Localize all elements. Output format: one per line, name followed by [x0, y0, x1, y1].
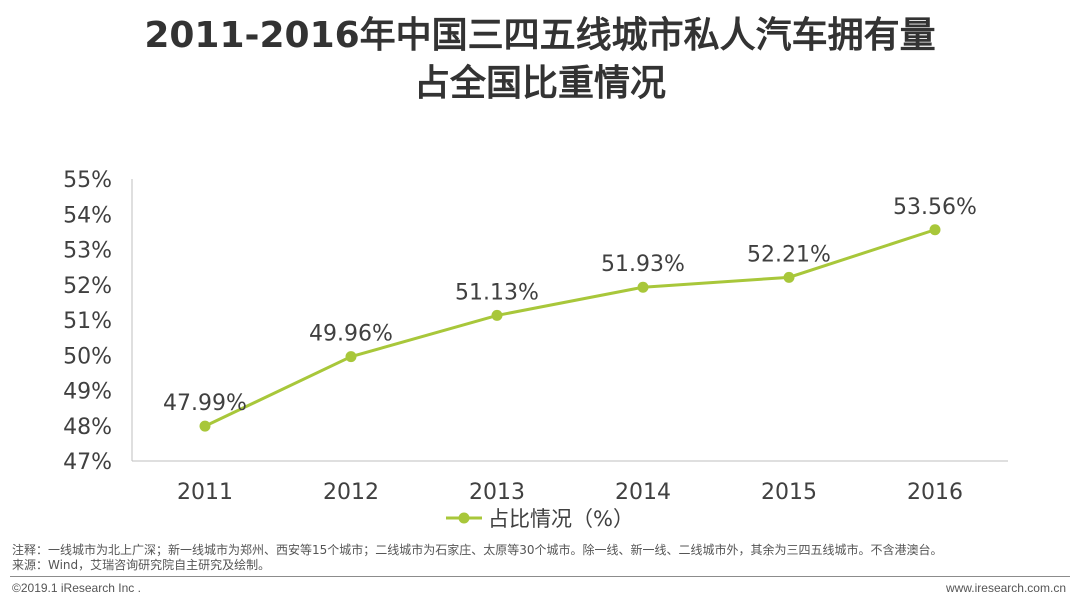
- y-tick-label: 55%: [63, 168, 112, 193]
- line-chart: 47% 48% 49% 50% 51% 52% 53% 54% 55% 2011 2012 2013 2…: [63, 168, 1008, 531]
- data-point: [637, 281, 649, 293]
- data-point: [929, 224, 941, 236]
- y-tick-label: 49%: [63, 380, 112, 405]
- data-label: 52.21%: [747, 242, 831, 267]
- x-tick-label: 2014: [615, 480, 671, 505]
- data-label: 49.96%: [309, 322, 393, 347]
- legend-label: 占比情况（%）: [488, 507, 634, 531]
- chart-title-line2: 占全国比重情况: [413, 63, 666, 104]
- data-point: [491, 309, 503, 321]
- data-label: 51.13%: [455, 280, 539, 305]
- data-label: 53.56%: [893, 195, 977, 220]
- source-note: 来源：Wind，艾瑞咨询研究院自主研究及绘制。: [12, 558, 271, 572]
- y-tick-label: 51%: [63, 309, 112, 334]
- x-tick-label: 2015: [761, 480, 817, 505]
- data-point: [345, 351, 357, 363]
- footer-divider: [10, 576, 1070, 577]
- data-point: [783, 271, 795, 283]
- x-tick-label: 2016: [907, 480, 963, 505]
- y-tick-label: 53%: [63, 239, 112, 264]
- data-point: [199, 420, 211, 432]
- copyright-text: ©2019.1 iResearch Inc .: [12, 581, 141, 595]
- x-tick-label: 2011: [177, 480, 233, 505]
- website-text: www.iresearch.com.cn: [945, 581, 1066, 595]
- y-tick-label: 52%: [63, 274, 112, 299]
- chart-title-line1: 2011-2016年中国三四五线城市私人汽车拥有量: [144, 15, 936, 56]
- y-tick-label: 54%: [63, 203, 112, 228]
- x-tick-label: 2013: [469, 480, 525, 505]
- footnote: 注释：一线城市为北上广深；新一线城市为郑州、西安等15个城市；二线城市为石家庄、…: [12, 543, 943, 557]
- y-tick-label: 48%: [63, 415, 112, 440]
- y-tick-label: 50%: [63, 344, 112, 369]
- series-line: [204, 228, 936, 428]
- legend-point-marker: [458, 512, 470, 524]
- y-tick-label: 47%: [63, 450, 112, 475]
- data-label: 51.93%: [601, 252, 685, 277]
- data-label: 47.99%: [163, 391, 247, 416]
- x-tick-label: 2012: [323, 480, 379, 505]
